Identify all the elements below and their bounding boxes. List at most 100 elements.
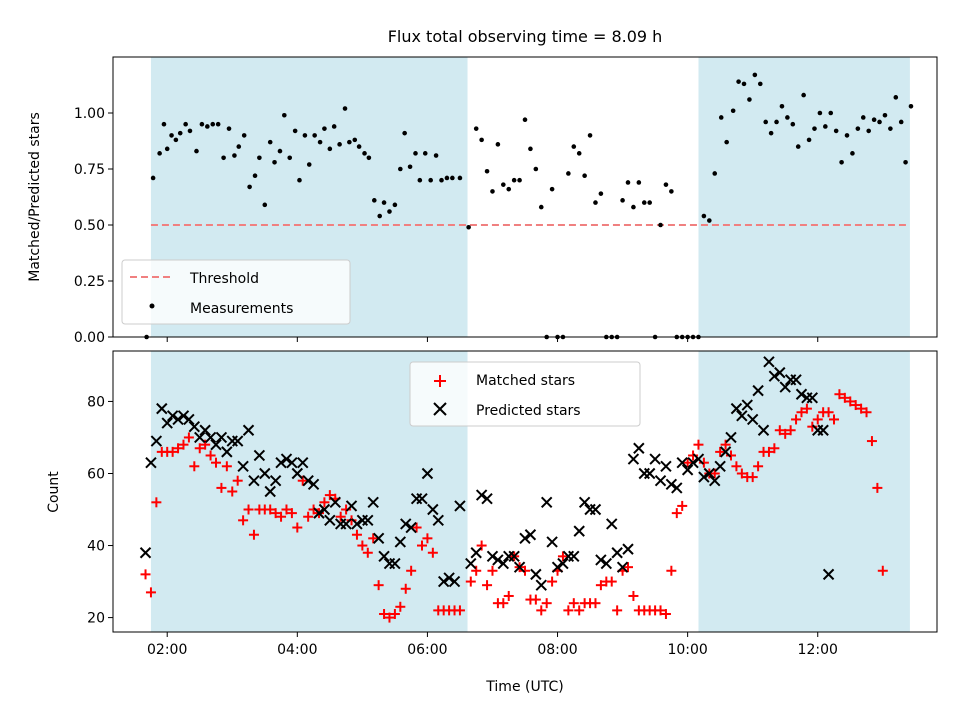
predicted-point [291, 467, 304, 480]
predicted-point [259, 467, 271, 480]
matched-point [606, 576, 617, 587]
measurement-point [169, 133, 174, 138]
measurement-point [752, 72, 758, 78]
matched-point [362, 547, 373, 558]
matched-point [200, 439, 211, 450]
matched-point [319, 497, 330, 508]
measurement-point [785, 115, 790, 120]
predicted-point [530, 568, 542, 581]
predicted-point [557, 557, 569, 570]
matched-point [292, 522, 303, 533]
predicted-point [806, 392, 819, 404]
predicted-point [779, 381, 791, 393]
predicted-point [475, 489, 488, 501]
measurement-point [528, 146, 533, 152]
measurement-point [262, 202, 268, 208]
measurement-point [317, 139, 323, 145]
predicted-point [714, 460, 726, 472]
predicted-point [367, 496, 379, 509]
predicted-point [161, 417, 173, 429]
predicted-point [400, 518, 412, 530]
measurement-point [631, 204, 636, 210]
matched-point [590, 598, 601, 609]
predicted-point [231, 435, 244, 447]
measurement-point [593, 200, 598, 205]
matched-point [763, 446, 774, 457]
top-y-tick-label: 1.00 [74, 106, 105, 122]
predicted-point [817, 424, 829, 436]
matched-point [709, 468, 720, 479]
legend-measurements-label: Measurements [190, 301, 293, 317]
predicted-point [156, 402, 168, 415]
measurement-point [450, 175, 455, 181]
predicted-point [242, 424, 255, 436]
measurement-point [322, 126, 327, 131]
predicted-point [264, 485, 276, 498]
measurement-point [718, 115, 724, 120]
matched-point [406, 565, 417, 576]
predicted-point [194, 431, 206, 444]
predicted-point [432, 514, 444, 527]
measurement-point [898, 119, 904, 125]
predicted-point [166, 410, 179, 422]
matched-point [568, 598, 579, 609]
predicted-point [313, 507, 325, 519]
matched-point [297, 475, 308, 486]
legend-matched-swatch [434, 375, 446, 387]
measurement-point [292, 128, 298, 134]
matched-point [476, 540, 487, 551]
matched-point [341, 504, 352, 515]
matched-point [265, 504, 276, 515]
ratio-panel: 0.00 0.25 0.50 0.75 1.00 Flux total observin… [27, 27, 938, 346]
predicted-point [394, 536, 407, 548]
predicted-point [671, 482, 683, 494]
measurement-point [730, 108, 736, 114]
measurement-point [877, 119, 882, 125]
matched-point [471, 565, 482, 576]
matched-point [823, 407, 834, 418]
predicted-point [221, 446, 233, 458]
top-legend: Threshold Measurements [121, 259, 351, 325]
matched-point [612, 605, 623, 616]
predicted-point [746, 413, 759, 426]
bottom-y-tick-label: 40 [87, 539, 105, 555]
measurement-point [582, 173, 587, 179]
measurement-point [272, 159, 277, 165]
matched-point [866, 436, 877, 447]
bottom-y-tick-label: 60 [87, 466, 105, 482]
predicted-point [513, 561, 526, 573]
matched-point [660, 608, 671, 619]
measurement-point [444, 175, 450, 181]
predicted-point [378, 550, 390, 563]
predicted-point [248, 474, 260, 487]
legend-predicted-label: Predicted stars [476, 403, 581, 419]
predicted-point [600, 557, 613, 570]
predicted-point [286, 456, 298, 469]
bottom-x-tick-label: 04:00 [277, 642, 317, 658]
predicted-point [486, 550, 499, 563]
matched-point [465, 576, 476, 587]
measurement-point [724, 139, 729, 145]
measurement-point [712, 171, 718, 176]
measurement-point [331, 124, 337, 129]
predicted-point [297, 456, 309, 469]
predicted-point [454, 500, 466, 512]
matched-point [682, 457, 693, 468]
predicted-point [139, 547, 152, 559]
matched-point [845, 396, 856, 407]
matched-point [400, 583, 411, 594]
measurement-point [177, 130, 183, 136]
measurement-point [736, 79, 741, 84]
measurement-point [277, 148, 283, 154]
predicted-point [329, 496, 341, 509]
matched-point [173, 443, 184, 454]
matched-point [720, 439, 731, 450]
predicted-point [643, 467, 656, 480]
predicted-point [741, 399, 753, 411]
measurement-point [356, 144, 362, 149]
measurement-point [402, 130, 407, 136]
matched-point [731, 461, 742, 472]
top-y-axis-label: Matched/Predicted stars [27, 112, 43, 282]
matched-point [194, 443, 205, 454]
